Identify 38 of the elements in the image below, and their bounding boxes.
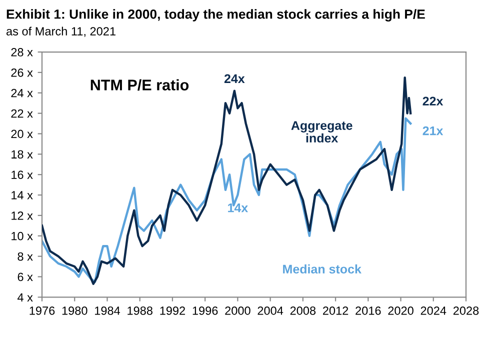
y-tick-label: 18 x: [12, 150, 33, 159]
line-series: [42, 76, 412, 285]
chart-title: Exhibit 1: Unlike in 2000, today the median stock carries a high P/E: [6, 9, 425, 22]
annotation: 21x: [422, 126, 444, 136]
annotation: 22x: [422, 96, 444, 106]
y-tick-label: 28 x: [11, 48, 33, 56]
chart-subtitle: as of March 11, 2021: [6, 26, 116, 37]
x-tick-label: 2024: [420, 306, 446, 315]
y-tick-label: 4 x: [17, 293, 33, 302]
y-tick-label: 26 x: [11, 68, 33, 77]
x-tick-label: 2020: [388, 306, 414, 315]
x-tick-label: 2000: [225, 306, 250, 315]
text: Aggregate index: [291, 121, 352, 143]
x-tick-label: 1988: [128, 306, 152, 315]
line-series: [42, 117, 412, 283]
annotation: 14x: [228, 204, 248, 212]
y-tick-label: 22 x: [11, 109, 33, 118]
y-tick-label: 14 x: [12, 191, 33, 200]
x-tick-label: 1996: [192, 306, 218, 315]
x-tick-label: 1984: [95, 306, 120, 315]
x-tick-label: 1976: [30, 306, 55, 315]
x-tick-label: 1980: [62, 306, 88, 315]
x-tick-label: 1992: [160, 306, 185, 315]
x-tick-label: 2004: [258, 306, 284, 315]
annotation: 24x: [224, 74, 245, 83]
y-tick-label: 24 x: [11, 88, 33, 98]
y-tick-label: 12 x: [12, 211, 33, 220]
x-tick-label: 2008: [290, 306, 316, 315]
annotation: NTM P/E ratio: [90, 79, 189, 91]
y-tick-label: 20 x: [11, 130, 33, 138]
y-tick-label: 8 x: [18, 252, 33, 261]
x-tick-label: 2028: [453, 306, 479, 315]
y-tick-label: 10 x: [12, 232, 33, 240]
text: Median stock: [283, 264, 362, 274]
x-tick-label: 2012: [323, 306, 348, 315]
x-tick-label: 2016: [356, 306, 381, 315]
y-tick-label: 6 x: [18, 272, 33, 282]
y-tick-label: 16 x: [12, 170, 33, 179]
